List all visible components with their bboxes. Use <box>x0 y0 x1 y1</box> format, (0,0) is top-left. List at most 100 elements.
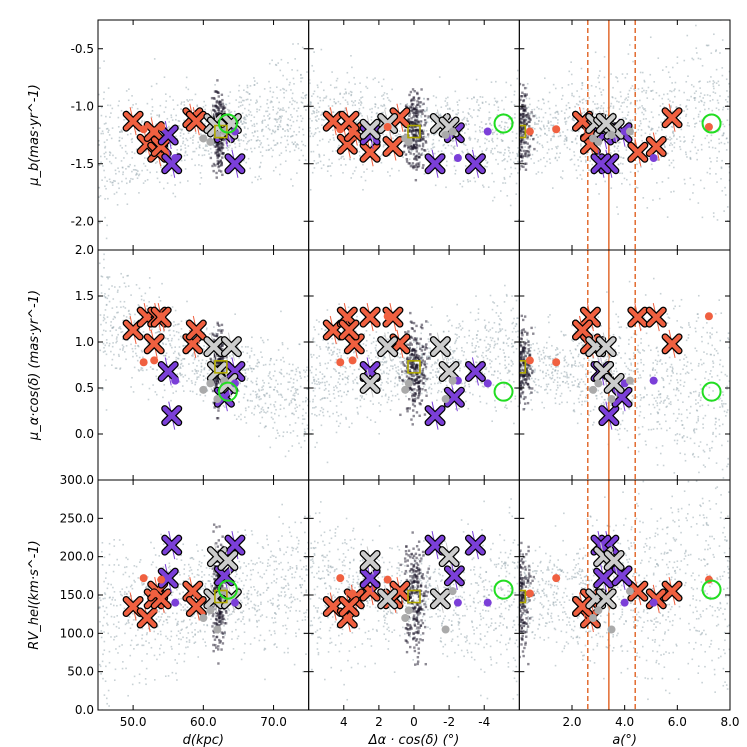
density-point <box>234 146 237 149</box>
core-point <box>514 120 516 122</box>
density-point <box>642 107 644 109</box>
y-tick-label: 2.0 <box>75 243 94 257</box>
density-point <box>500 151 502 154</box>
density-point <box>726 104 729 107</box>
density-point <box>246 379 248 381</box>
density-point <box>286 128 289 131</box>
density-point <box>180 101 183 104</box>
density-point <box>331 150 334 153</box>
density-point <box>155 375 158 378</box>
density-point <box>538 143 541 145</box>
density-point <box>333 86 336 89</box>
core-point <box>213 355 217 358</box>
density-point <box>182 140 185 143</box>
core-point <box>520 127 524 131</box>
density-point <box>329 98 332 101</box>
core-point <box>225 356 228 359</box>
density-point <box>331 71 333 73</box>
density-point <box>563 143 566 146</box>
density-point <box>610 102 613 105</box>
core-point <box>422 102 425 106</box>
density-point <box>720 177 722 180</box>
density-point <box>321 124 323 126</box>
density-point <box>196 372 198 375</box>
density-point <box>646 207 649 209</box>
density-point <box>282 107 284 109</box>
density-point <box>301 414 304 417</box>
density-point <box>98 221 101 224</box>
density-point <box>177 367 180 370</box>
core-point <box>414 139 418 142</box>
density-point <box>457 109 459 111</box>
density-point <box>255 394 257 396</box>
density-point <box>336 77 339 80</box>
density-point <box>616 100 618 103</box>
density-point <box>454 90 457 93</box>
density-point <box>525 87 528 89</box>
core-point <box>416 135 419 138</box>
density-point <box>199 374 202 376</box>
density-point <box>569 159 572 161</box>
density-point <box>374 96 376 99</box>
core-point <box>217 165 220 169</box>
density-point <box>351 100 353 103</box>
density-point <box>467 180 470 183</box>
density-point <box>130 343 132 346</box>
density-point <box>175 359 177 361</box>
core-point <box>221 102 224 105</box>
density-point <box>103 318 106 320</box>
density-point <box>202 400 205 402</box>
density-point <box>321 111 324 114</box>
density-point <box>149 171 151 174</box>
density-point <box>121 344 124 346</box>
density-point <box>500 120 503 123</box>
core-point <box>221 143 225 146</box>
density-point <box>703 187 706 190</box>
density-point <box>270 357 272 360</box>
density-point <box>634 112 637 115</box>
density-point <box>652 199 654 201</box>
density-point <box>256 82 259 85</box>
density-point <box>408 158 411 161</box>
density-point <box>710 160 712 163</box>
density-point <box>180 362 183 365</box>
density-point <box>245 409 247 412</box>
density-point <box>180 145 182 148</box>
density-point <box>268 80 270 83</box>
density-point <box>388 154 391 156</box>
density-point <box>496 100 499 103</box>
density-point <box>261 120 263 123</box>
density-point <box>170 174 173 177</box>
density-point <box>123 300 126 303</box>
core-point <box>412 115 415 119</box>
density-point <box>622 117 624 119</box>
density-point <box>442 144 445 147</box>
density-point <box>226 359 229 361</box>
density-point <box>468 113 470 115</box>
density-point <box>252 390 254 392</box>
core-point <box>216 377 220 380</box>
density-point <box>283 109 285 112</box>
density-point <box>721 134 724 137</box>
density-point <box>478 129 481 132</box>
density-point <box>629 119 632 122</box>
density-point <box>609 105 612 107</box>
core-point <box>419 124 423 128</box>
density-point <box>546 160 548 163</box>
density-point <box>576 135 579 137</box>
density-point <box>149 366 152 368</box>
density-point <box>577 159 579 161</box>
core-point <box>522 110 525 113</box>
density-point <box>202 379 205 381</box>
density-point <box>529 113 532 115</box>
density-point <box>267 338 269 341</box>
density-point <box>162 343 165 345</box>
density-point <box>241 99 244 102</box>
core-point <box>515 100 517 102</box>
density-point <box>499 190 502 192</box>
density-point <box>342 96 344 99</box>
density-point <box>533 162 535 164</box>
core-point <box>210 359 213 363</box>
density-point <box>205 149 207 152</box>
density-point <box>558 131 561 134</box>
